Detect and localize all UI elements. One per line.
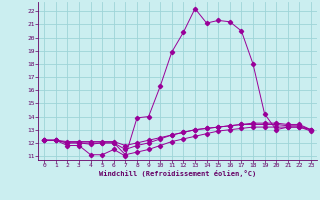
X-axis label: Windchill (Refroidissement éolien,°C): Windchill (Refroidissement éolien,°C) [99,170,256,177]
